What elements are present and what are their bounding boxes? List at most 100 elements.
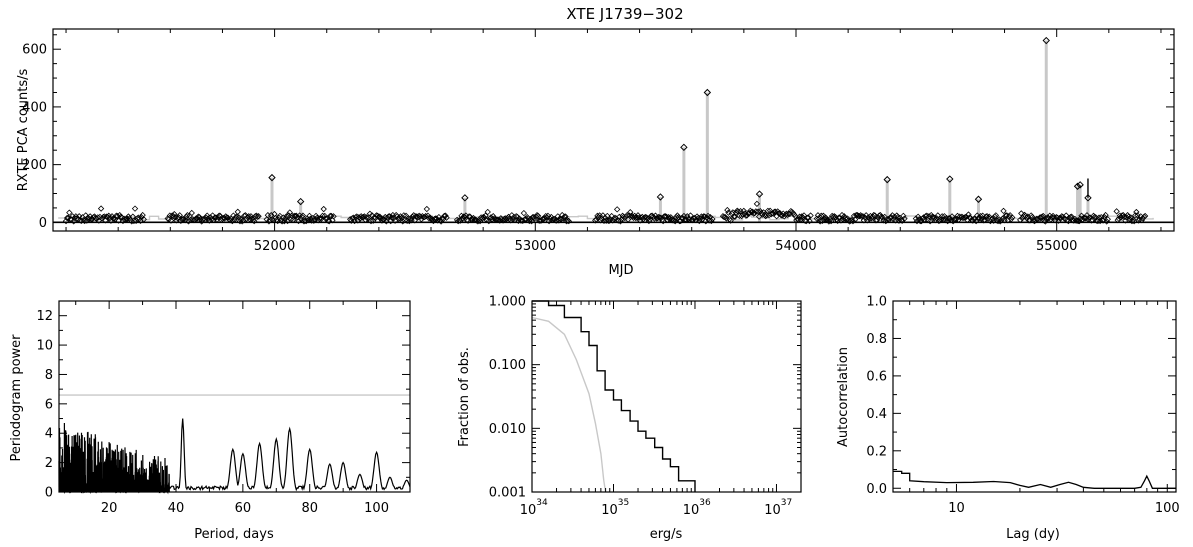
- observation-point: [753, 200, 761, 208]
- observed-distribution-step: [532, 300, 696, 492]
- observation-point: [900, 212, 907, 220]
- observation-point: [989, 215, 996, 222]
- y-tick-label: 0.8: [866, 332, 887, 347]
- observation-point: [645, 217, 653, 225]
- observation-point: [289, 216, 297, 224]
- observation-point: [320, 205, 327, 213]
- observation-point: [460, 213, 467, 220]
- autocorrelation-frame: [892, 300, 1177, 493]
- periodogram-frame: [58, 300, 411, 493]
- observation-point: [1091, 213, 1098, 221]
- observation-point: [678, 214, 685, 222]
- observation-point: [71, 214, 78, 222]
- y-tick-label: 8: [45, 368, 53, 383]
- observation-point: [1000, 207, 1007, 215]
- observation-point: [561, 213, 568, 220]
- observation-point: [171, 210, 178, 218]
- x-tick-label: 53000: [515, 239, 556, 254]
- lightcurve-xlabel: MJD: [608, 263, 633, 278]
- observation-point: [979, 212, 986, 219]
- observation-point: [983, 213, 991, 220]
- periodogram-ylabel: Periodogram power: [9, 334, 24, 462]
- observation-point: [376, 213, 383, 220]
- autocorrelation-ticks: 10 100 0.0 0.2 0.4 0.6 0.8 1.0: [866, 295, 1179, 517]
- observation-point: [193, 215, 200, 222]
- observation-point: [613, 206, 621, 213]
- observation-point: [63, 214, 71, 222]
- observation-point: [1141, 212, 1149, 220]
- observation-point: [400, 212, 408, 219]
- observation-point: [493, 216, 500, 223]
- observation-point: [565, 217, 572, 225]
- observation-point: [618, 216, 625, 223]
- observation-point: [740, 207, 747, 215]
- observation-point: [1004, 217, 1012, 224]
- observation-point: [1103, 218, 1110, 225]
- x-tick-label: 10: [764, 503, 781, 518]
- y-tick-label: 12: [36, 309, 53, 324]
- observation-point: [1134, 212, 1141, 219]
- observation-point: [665, 214, 672, 221]
- observation-point: [329, 217, 336, 224]
- observation-point: [1008, 215, 1015, 223]
- observation-point: [739, 211, 746, 218]
- x-tick-label: 10: [601, 503, 618, 518]
- observation-point: [1096, 217, 1104, 225]
- observation-point: [633, 214, 641, 221]
- observation-point: [1139, 215, 1147, 222]
- x-tick-label: 60: [235, 501, 252, 516]
- observation-point: [1068, 213, 1075, 220]
- observation-point: [750, 210, 757, 217]
- observation-point: [946, 214, 954, 222]
- observation-point: [852, 216, 859, 223]
- autocorrelation-line: [893, 470, 1176, 489]
- observation-point: [229, 217, 236, 225]
- observation-point: [805, 214, 812, 221]
- flare-point: [461, 194, 469, 202]
- observation-point: [742, 212, 750, 219]
- observation-point: [255, 213, 262, 220]
- x-tick-label: 55000: [1036, 239, 1077, 254]
- observation-point: [617, 218, 624, 225]
- observation-point: [879, 214, 886, 221]
- observation-point: [702, 218, 710, 225]
- lightcurve-plot-area: [53, 36, 1174, 225]
- observation-point: [220, 214, 227, 222]
- observation-point: [351, 217, 358, 225]
- observation-point: [350, 214, 357, 221]
- observation-point: [247, 213, 255, 220]
- observation-point: [484, 208, 491, 216]
- observation-point: [221, 215, 228, 222]
- observation-point: [708, 217, 715, 225]
- observation-point: [1113, 208, 1120, 215]
- observation-point: [818, 212, 825, 219]
- observation-point: [1032, 217, 1039, 224]
- observation-point: [855, 212, 862, 220]
- observation-point: [407, 215, 414, 222]
- observation-point: [806, 217, 813, 225]
- observation-point: [203, 212, 211, 219]
- observation-point: [299, 212, 307, 219]
- observation-point: [1088, 217, 1095, 224]
- observation-point: [479, 215, 486, 222]
- y-tick-label: 1.000: [489, 295, 526, 310]
- observation-point: [666, 216, 673, 223]
- flare-point: [755, 190, 764, 198]
- observation-point: [182, 216, 189, 224]
- observation-point: [532, 213, 540, 220]
- observation-point: [396, 214, 403, 222]
- y-tick-label: 10: [36, 339, 53, 354]
- observation-point: [326, 218, 333, 225]
- distribution-frame: [531, 300, 802, 493]
- observation-point: [125, 213, 132, 220]
- observation-point: [901, 215, 908, 222]
- observation-point: [319, 212, 326, 219]
- observation-point: [236, 218, 244, 225]
- periodogram-line: [58, 418, 411, 495]
- observation-point: [893, 212, 900, 219]
- observation-point: [672, 218, 679, 225]
- observation-point: [661, 213, 668, 220]
- x-tick-label: 54000: [775, 239, 816, 254]
- observation-point: [534, 212, 542, 220]
- y-tick-label: 1.0: [866, 295, 887, 310]
